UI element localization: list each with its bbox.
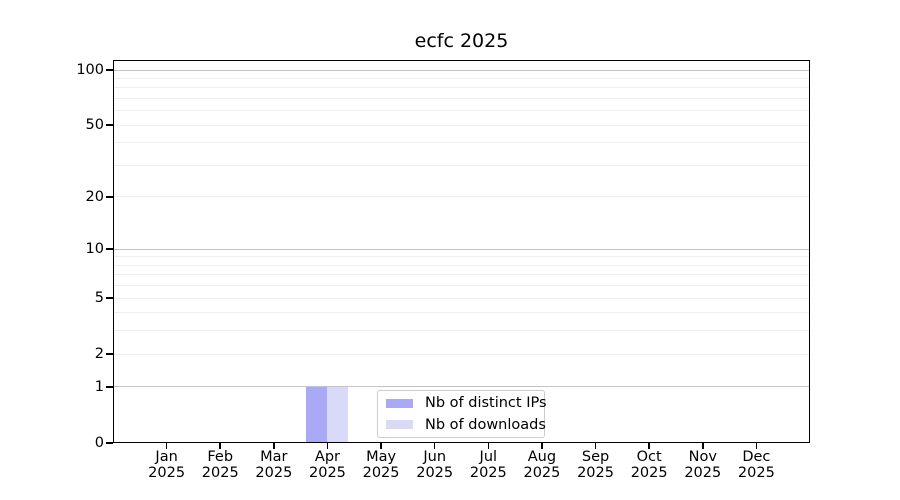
gridline-minor-50 xyxy=(113,124,810,126)
x-tick-jul xyxy=(487,443,490,449)
x-tick-label-apr: Apr 2025 xyxy=(309,449,346,481)
x-tick-may xyxy=(380,443,382,449)
gridline-minor-60 xyxy=(113,110,810,112)
y-tick-50 xyxy=(106,124,113,126)
gridline-minor-40 xyxy=(113,142,810,144)
gridline-minor-5 xyxy=(113,297,810,299)
gridline-minor-3 xyxy=(113,330,810,332)
gridline-major-100 xyxy=(113,69,810,71)
x-tick-label-aug: Aug 2025 xyxy=(523,449,561,481)
y-tick-2 xyxy=(106,353,113,355)
x-tick-label-nov: Nov 2025 xyxy=(684,449,722,481)
plot-area: Nb of distinct IPs Nb of downloads xyxy=(113,60,810,443)
x-tick-label-jun: Jun 2025 xyxy=(416,449,454,481)
y-tick-label-10: 10 xyxy=(85,241,104,258)
gridline-minor-7 xyxy=(113,274,810,276)
gridline-minor-2 xyxy=(113,353,810,355)
y-tick-label-1: 1 xyxy=(94,378,104,395)
y-tick-label-50: 50 xyxy=(85,117,104,134)
gridline-minor-6 xyxy=(113,285,810,287)
y-tick-20 xyxy=(106,196,113,198)
x-tick-oct xyxy=(648,443,650,449)
y-tick-100 xyxy=(106,69,113,71)
y-tick-label-5: 5 xyxy=(94,290,104,307)
legend-swatch-nb-of-downloads xyxy=(386,420,413,430)
x-tick-feb xyxy=(219,443,221,449)
x-tick-label-may: May 2025 xyxy=(362,449,400,481)
x-tick-label-jul: Jul 2025 xyxy=(469,449,507,481)
y-tick-label-0: 0 xyxy=(94,435,104,451)
x-tick-label-oct: Oct 2025 xyxy=(630,449,668,481)
x-tick-jun xyxy=(433,443,436,449)
gridline-minor-80 xyxy=(113,87,810,89)
gridline-minor-70 xyxy=(113,97,810,99)
x-tick-label-feb: Feb 2025 xyxy=(201,449,239,481)
y-tick-10 xyxy=(106,248,113,250)
x-tick-aug xyxy=(541,443,543,449)
gridline-major-10 xyxy=(113,248,810,250)
y-tick-label-100: 100 xyxy=(76,62,104,78)
x-tick-label-dec: Dec 2025 xyxy=(737,449,775,481)
gridline-minor-30 xyxy=(113,164,810,166)
legend-swatch-nb-of-distinct-ips xyxy=(386,398,413,408)
y-tick-label-20: 20 xyxy=(85,188,104,205)
gridline-minor-8 xyxy=(113,264,810,266)
x-tick-label-mar: Mar 2025 xyxy=(255,449,293,481)
x-tick-jan xyxy=(165,443,168,449)
legend-entry-nb-of-downloads: Nb of downloads xyxy=(386,416,546,434)
x-tick-mar xyxy=(273,443,275,449)
legend-label-nb-of-downloads: Nb of downloads xyxy=(425,416,546,433)
x-tick-dec xyxy=(755,443,758,449)
gridline-major-1 xyxy=(113,386,810,388)
gridline-minor-9 xyxy=(113,256,810,258)
x-tick-apr xyxy=(326,443,329,449)
legend-entry-nb-of-distinct-ips: Nb of distinct IPs xyxy=(386,394,547,412)
x-tick-sep xyxy=(594,443,597,449)
gridline-minor-4 xyxy=(113,312,810,314)
gridline-minor-90 xyxy=(113,77,810,79)
x-tick-nov xyxy=(702,443,704,449)
gridline-minor-20 xyxy=(113,196,810,198)
y-tick-5 xyxy=(106,297,113,299)
bar-nb-of-distinct-ips-apr-2025 xyxy=(306,386,328,443)
y-tick-0 xyxy=(106,442,113,444)
x-tick-label-sep: Sep 2025 xyxy=(577,449,614,481)
chart-title: ecfc 2025 xyxy=(414,30,509,52)
legend: Nb of distinct IPs Nb of downloads xyxy=(377,390,547,438)
y-tick-label-2: 2 xyxy=(94,346,104,363)
legend-label-nb-of-distinct-ips: Nb of distinct IPs xyxy=(425,395,547,412)
bar-nb-of-downloads-apr-2025 xyxy=(327,386,349,443)
x-tick-label-jan: Jan 2025 xyxy=(148,449,186,481)
y-tick-1 xyxy=(106,386,113,388)
